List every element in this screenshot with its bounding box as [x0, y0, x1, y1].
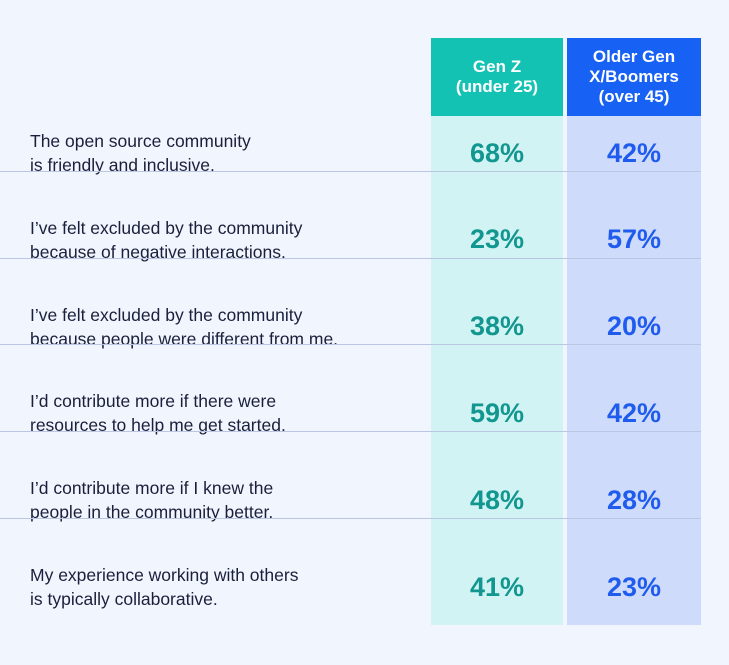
- older-value: 42%: [606, 397, 662, 428]
- row-label: The open source community is friendly an…: [30, 131, 251, 175]
- gen-z-value: 68%: [469, 137, 525, 168]
- gen-z-value: 59%: [469, 397, 525, 428]
- gen-z-column-header: Gen Z (under 25): [431, 38, 563, 116]
- gen-z-value: 48%: [469, 484, 525, 515]
- gen-z-value: 23%: [469, 224, 525, 255]
- older-value: 57%: [606, 224, 662, 255]
- row-divider: [0, 431, 701, 432]
- gen-z-value: 41%: [469, 571, 525, 602]
- table-row: I’ve felt excluded by the community beca…: [0, 284, 701, 370]
- older-header-label: Older Gen X/Boomers (over 45): [589, 47, 679, 106]
- row-label: My experience working with others is typ…: [30, 565, 299, 609]
- row-label: I’ve felt excluded by the community beca…: [30, 217, 303, 262]
- row-divider: [0, 344, 701, 345]
- row-divider: [0, 171, 701, 172]
- gen-z-value: 38%: [469, 311, 525, 342]
- row-label: I’d contribute more if I knew the people…: [30, 478, 274, 523]
- gen-z-column-background: [431, 116, 563, 625]
- older-value: 23%: [606, 571, 662, 602]
- table-row: I’ve felt excluded by the community beca…: [0, 197, 701, 283]
- row-divider: [0, 258, 701, 259]
- table-row: My experience working with others is typ…: [0, 544, 701, 630]
- row-divider: [0, 518, 701, 519]
- older-value: 20%: [606, 311, 662, 342]
- table-row: The open source community is friendly an…: [0, 110, 701, 196]
- gen-z-header-label: Gen Z (under 25): [455, 57, 539, 96]
- row-label: I’d contribute more if there were resour…: [30, 391, 286, 436]
- older-value: 28%: [606, 484, 662, 515]
- older-value: 42%: [606, 137, 662, 168]
- row-label: I’ve felt excluded by the community beca…: [30, 304, 339, 349]
- table-row: I’d contribute more if there were resour…: [0, 370, 701, 456]
- table-row: I’d contribute more if I knew the people…: [0, 457, 701, 543]
- older-column-header: Older Gen X/Boomers (over 45): [567, 38, 701, 116]
- older-column-background: [567, 116, 701, 625]
